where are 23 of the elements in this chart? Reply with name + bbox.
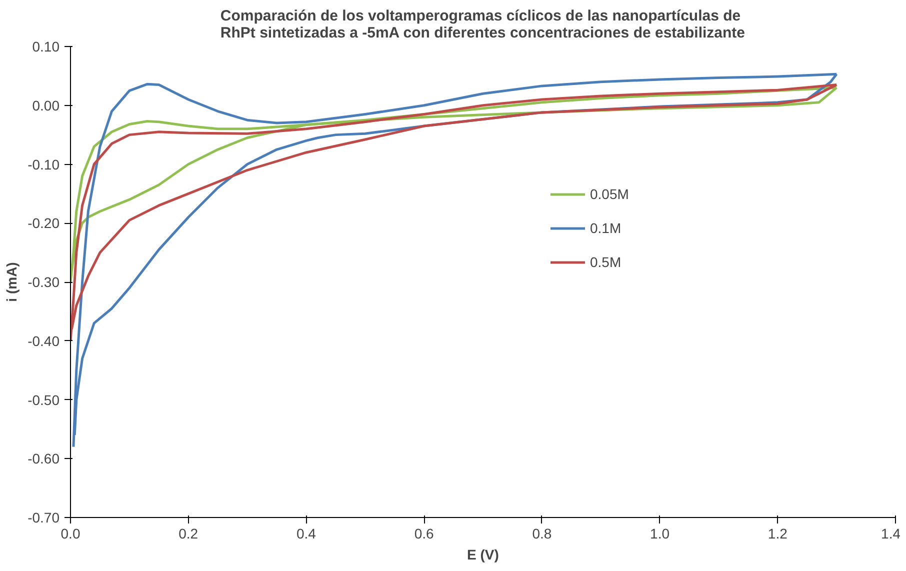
y-tick-label: -0.10	[28, 156, 60, 172]
y-tick-label: -0.30	[28, 274, 60, 290]
y-axis-title: i (mA)	[4, 262, 20, 302]
y-tick-label: -0.60	[28, 450, 60, 467]
legend-label: 0.05M	[590, 186, 629, 202]
x-axis-title: E (V)	[467, 546, 499, 562]
legend-label: 0.1M	[590, 220, 622, 236]
y-tick-label: 0.00	[32, 97, 60, 114]
x-tick-label: 0.4	[296, 526, 316, 542]
x-tick-label: 0.6	[414, 526, 434, 542]
y-tick-label: -0.50	[28, 392, 60, 408]
y-tick-label: -0.20	[28, 215, 60, 232]
x-tick-label: 1.2	[768, 526, 788, 542]
x-tick-label: 1.4	[881, 526, 901, 542]
x-tick-label: 0.2	[178, 526, 198, 542]
x-tick-label: 0.0	[60, 526, 80, 542]
y-tick-label: 0.10	[32, 38, 60, 54]
y-tick-label: -0.40	[28, 332, 60, 349]
x-tick-label: 1.0	[650, 526, 670, 542]
legend-label: 0.5M	[590, 254, 622, 270]
x-tick-label: 0.8	[532, 526, 552, 542]
chart-title: Comparación de los voltamperogramas cíclicos de las nanopartículas de RhPt sintetizadas a -5mA con diferentes concentraciones de estabilizante	[220, 8, 746, 42]
y-tick-label: -0.70	[28, 510, 60, 526]
